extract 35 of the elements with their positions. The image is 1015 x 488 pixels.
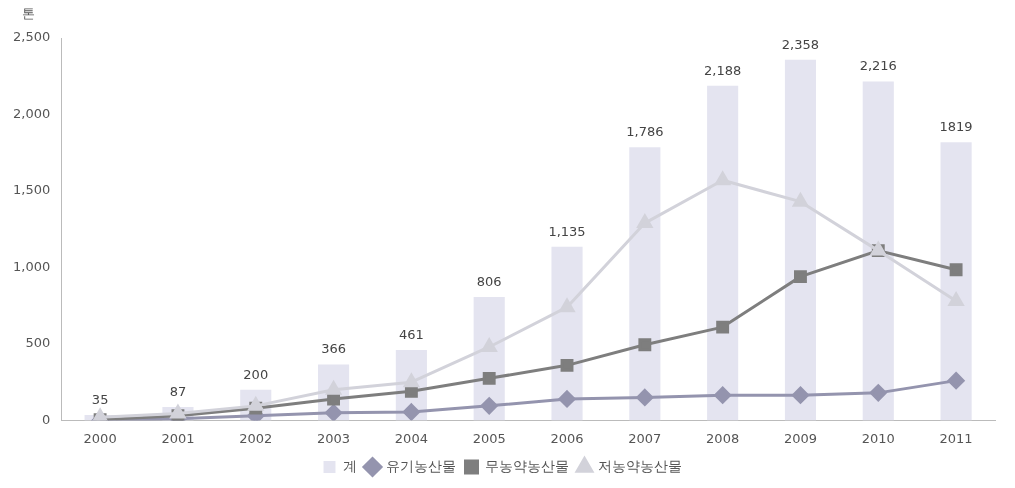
data-label: 366 [321, 341, 346, 357]
y-tick-label: 500 [25, 335, 51, 351]
y-axis-title: 톤 [21, 5, 35, 21]
x-tick-label: 2007 [628, 430, 662, 446]
x-tick-label: 2001 [161, 430, 195, 446]
x-tick-label: 2010 [861, 430, 895, 446]
x-tick-label: 2005 [472, 430, 506, 446]
data-label: 2,216 [859, 58, 897, 74]
data-label: 806 [476, 273, 502, 289]
legend-label: 유기농산물 [385, 457, 456, 474]
legend-label: 저농약농산물 [597, 457, 682, 474]
data-label: 2,188 [704, 62, 742, 78]
x-tick-label: 2002 [239, 430, 273, 446]
legend-label: 계 [342, 457, 357, 474]
y-tick-label: 2,500 [13, 29, 51, 45]
y-tick-label: 0 [41, 411, 51, 427]
x-tick-label: 2008 [706, 430, 740, 446]
legend-label: 무농약농산물 [484, 457, 569, 474]
data-label: 1,135 [548, 223, 586, 239]
data-label: 87 [169, 383, 187, 399]
data-label: 2,358 [781, 36, 820, 52]
y-tick-label: 1,500 [13, 182, 51, 198]
y-tick-label: 1,000 [13, 258, 51, 274]
data-label: 1819 [939, 119, 973, 135]
y-tick-label: 2,000 [13, 105, 51, 121]
data-label: 461 [398, 326, 424, 342]
data-label: 1,786 [626, 124, 664, 140]
x-tick-label: 2011 [939, 430, 973, 446]
x-tick-label: 2000 [83, 430, 117, 446]
data-label: 35 [91, 391, 109, 407]
x-tick-label: 2004 [394, 430, 428, 446]
x-tick-label: 2009 [783, 430, 818, 446]
x-tick-label: 2006 [550, 430, 584, 446]
data-label: 200 [243, 366, 269, 382]
x-tick-label: 2003 [317, 430, 351, 446]
